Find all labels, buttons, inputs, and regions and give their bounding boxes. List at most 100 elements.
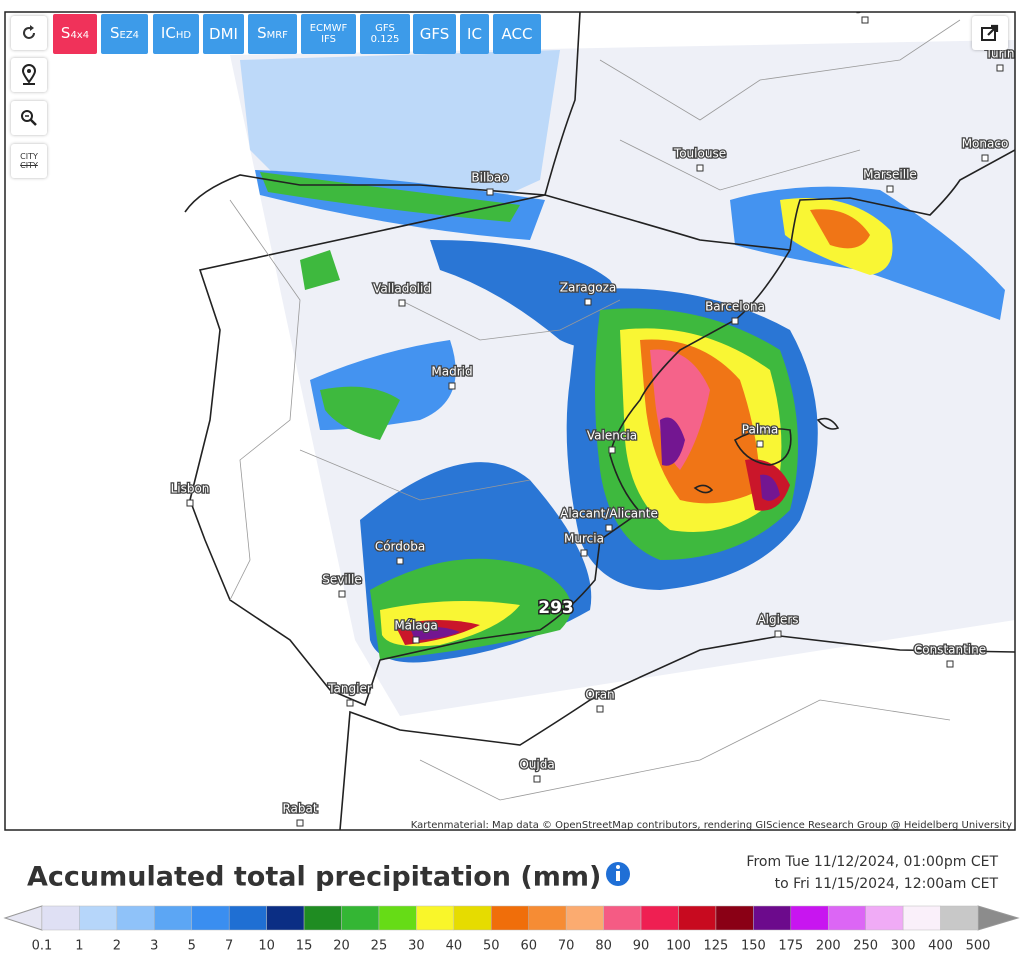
scale-swatch — [640, 905, 679, 931]
city-label: Lisbon — [171, 482, 210, 496]
city-dot — [756, 440, 764, 448]
city-dot — [412, 636, 420, 644]
button-label: ACC — [501, 25, 533, 43]
city-label: Madrid — [431, 365, 472, 379]
scale-label: 7 — [225, 939, 233, 954]
city-dot — [774, 630, 782, 638]
city-toggle[interactable]: CITY CITY — [11, 144, 47, 178]
city-dot — [448, 382, 456, 390]
city-label: Algiers — [757, 613, 798, 627]
scale-swatch — [790, 905, 829, 931]
button-label-line2: IFS — [321, 34, 336, 45]
scale-label: 30 — [408, 939, 425, 954]
model-button[interactable]: IC — [460, 14, 489, 54]
scale-arrow-high — [977, 905, 1020, 931]
scale-label: 150 — [741, 939, 766, 954]
scale-label: 10 — [258, 939, 275, 954]
city-label: Alacant/Alicante — [560, 507, 658, 521]
scale-swatch — [41, 905, 80, 931]
scale-arrow-low — [3, 905, 43, 931]
model-button[interactable]: GFS 0.125 — [360, 14, 410, 54]
model-button[interactable]: SEZ4 — [101, 14, 148, 54]
scale-label: 2 — [113, 939, 121, 954]
city-dot — [608, 446, 616, 454]
button-label-row: ACC — [501, 25, 533, 43]
scale-swatch — [940, 905, 979, 931]
scale-label: 100 — [666, 939, 691, 954]
button-label: DMI — [209, 25, 238, 43]
button-subscript: 4x4 — [70, 29, 90, 41]
model-button[interactable]: ACC — [493, 14, 541, 54]
coastlines — [184, 12, 1015, 830]
button-label: GFS — [419, 25, 450, 43]
city-dot — [696, 164, 704, 172]
model-button[interactable]: DMI — [203, 14, 244, 54]
city-dot — [605, 524, 613, 532]
button-label-line2: 0.125 — [370, 34, 400, 45]
city-label: Córdoba — [375, 540, 425, 554]
city-label: Seville — [322, 573, 362, 587]
city-dot — [338, 590, 346, 598]
scale-label: 250 — [853, 939, 878, 954]
city-label: Zaragoza — [560, 281, 616, 295]
scale-label: 125 — [704, 939, 729, 954]
share-button[interactable] — [972, 16, 1008, 50]
scale-label: 40 — [446, 939, 463, 954]
button-subscript: HD — [175, 29, 192, 41]
zoom-button[interactable] — [11, 101, 47, 135]
scale-swatch — [416, 905, 455, 931]
scale-swatch — [753, 905, 792, 931]
city-dot — [584, 298, 592, 306]
map: LyonTurinToulouseMonacoMarseilleBilbaoVa… — [5, 0, 1015, 831]
model-button[interactable]: ECMWF IFS — [301, 14, 356, 54]
city-dot — [731, 317, 739, 325]
refresh-button[interactable] — [11, 16, 47, 50]
scale-swatch — [603, 905, 642, 931]
button-label-row: S4x4 — [60, 23, 90, 42]
button-label: S — [109, 23, 120, 42]
model-button[interactable]: SMRF — [248, 14, 297, 54]
city-dot — [580, 549, 588, 557]
scale-swatch — [378, 905, 417, 931]
legend-title: Accumulated total precipitation (mm) — [27, 862, 601, 893]
scale-swatch — [266, 905, 305, 931]
date-to: to Fri 11/15/2024, 12:00am CET — [775, 876, 999, 892]
city-label: Oran — [585, 688, 614, 702]
city-label: Tangier — [327, 682, 372, 696]
button-label-row: IC — [467, 27, 482, 42]
city-label: Rabat — [282, 802, 317, 816]
city-label: Constantine — [914, 643, 986, 657]
button-label-row: SMRF — [257, 25, 288, 42]
city-label: Lyon — [851, 0, 879, 13]
city-dot — [396, 557, 404, 565]
scale-label: 175 — [778, 939, 803, 954]
city-on: CITY — [20, 152, 38, 161]
city-label: Málaga — [394, 619, 437, 633]
scale-label: 1 — [75, 939, 83, 954]
button-label-row: SEZ4 — [109, 23, 139, 42]
city-dot — [486, 188, 494, 196]
scale-swatch — [191, 905, 230, 931]
scale-label: 5 — [188, 939, 196, 954]
city-dot — [996, 64, 1004, 72]
location-button[interactable] — [11, 58, 47, 92]
city-label: Oujda — [519, 758, 554, 772]
scale-swatch — [116, 905, 155, 931]
model-button[interactable]: S4x4 — [53, 14, 97, 54]
scale-swatch — [865, 905, 904, 931]
scale-swatch — [453, 905, 492, 931]
scale-label: 300 — [891, 939, 916, 954]
button-label: S — [60, 23, 71, 42]
city-label: Palma — [742, 423, 778, 437]
date-from: From Tue 11/12/2024, 01:00pm CET — [746, 854, 998, 870]
scale-swatch — [79, 905, 118, 931]
city-label: Marseille — [863, 168, 917, 182]
model-button[interactable]: ICHD — [153, 14, 199, 54]
color-scale: 0.1 1 2 3 5 7 10 15 20 25 30 40 50 60 70 80 90 100 125 150 1… — [3, 905, 1020, 954]
scale-label: 50 — [483, 939, 500, 954]
model-button[interactable]: GFS — [413, 14, 456, 54]
attribution: Kartenmaterial: Map data © OpenStreetMap… — [411, 820, 1012, 831]
city-dot — [533, 775, 541, 783]
info-icon[interactable] — [606, 862, 630, 886]
